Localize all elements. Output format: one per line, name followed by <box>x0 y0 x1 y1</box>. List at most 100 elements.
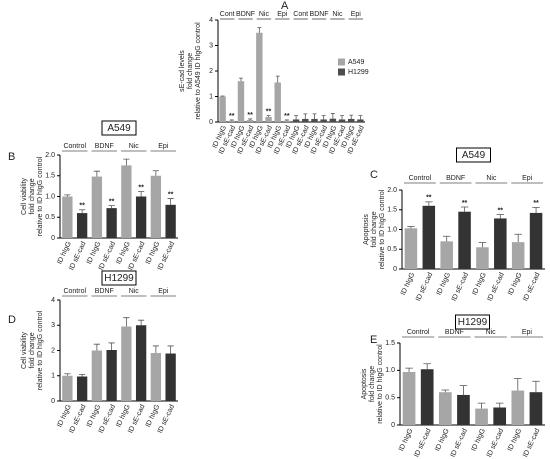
y-tick-label: 0.5 <box>385 395 395 402</box>
error-bar <box>93 343 100 351</box>
significance: ** <box>533 200 539 207</box>
group-label: Control <box>407 329 430 336</box>
error-bar <box>248 118 253 120</box>
bar <box>165 353 176 401</box>
error-bar <box>495 402 504 408</box>
error-bar <box>275 75 280 83</box>
y-axis-label: fold change <box>29 178 36 214</box>
significance: ** <box>266 108 272 115</box>
bar <box>420 369 434 425</box>
legend-swatch <box>338 68 345 76</box>
group-label: Cont <box>220 11 235 18</box>
group-label: Epi <box>351 11 362 18</box>
error-bar <box>330 113 335 119</box>
significance: ** <box>247 112 253 119</box>
x-tick-label: ID sE-cad <box>413 428 432 459</box>
y-axis-label: Cell viability <box>21 332 28 369</box>
x-tick-label: ID hIgG <box>434 428 451 453</box>
panel-letter: B <box>8 151 15 163</box>
bar <box>106 208 117 238</box>
error-bar <box>64 373 71 376</box>
y-tick-label: 0.5 <box>387 246 397 253</box>
bar <box>135 325 147 401</box>
group-label: Control <box>63 143 86 150</box>
significance: ** <box>426 195 432 202</box>
y-tick-label: 3 <box>209 42 213 49</box>
error-bar <box>257 27 262 33</box>
title-box <box>101 270 137 286</box>
error-bar <box>239 77 243 82</box>
error-bar <box>64 194 71 197</box>
title-box <box>456 147 491 163</box>
y-axis-label: fold change <box>369 366 376 402</box>
error-bar <box>220 95 225 97</box>
bar <box>121 165 132 238</box>
chart-title: H1299 <box>104 273 134 284</box>
bar <box>457 394 470 425</box>
y-tick-label: 0 <box>391 422 395 429</box>
y-tick-label: 2 <box>209 68 213 75</box>
bar <box>265 116 272 122</box>
error-bar <box>349 114 354 119</box>
x-tick-label: ID hIgG <box>471 428 488 453</box>
title-box <box>455 314 490 330</box>
y-axis-label: sE-cad levels <box>179 50 186 92</box>
bar <box>150 175 162 238</box>
bar <box>62 196 73 238</box>
x-tick-label: ID hIgG <box>400 272 417 297</box>
chart-title: A549 <box>107 123 131 134</box>
y-axis-label: Apoptosis <box>363 214 370 245</box>
group-label: BDNF <box>445 329 464 336</box>
bar <box>458 211 471 269</box>
error-bar <box>79 374 86 377</box>
y-axis-label: relative to ID hIgG control <box>377 344 384 424</box>
bar <box>302 118 309 122</box>
bar <box>475 408 488 425</box>
error-bar <box>167 198 174 205</box>
y-tick-label: 1.5 <box>45 173 55 180</box>
error-bar <box>514 233 522 243</box>
bar <box>494 218 507 269</box>
group-label: Nic <box>129 288 140 295</box>
error-bar <box>441 389 450 393</box>
bar <box>256 32 263 122</box>
group-label: Nic <box>332 11 343 18</box>
error-bar <box>477 402 486 409</box>
x-tick-label: ID sE-cad <box>450 428 469 459</box>
x-tick-label: ID sE-cad <box>522 428 541 459</box>
group-label: Control <box>409 175 432 182</box>
y-axis-label: relative to ID hIgG control <box>37 310 44 390</box>
y-tick-label: 2.0 <box>45 152 55 159</box>
y-tick-label: 4 <box>209 17 213 24</box>
error-bar <box>312 113 317 119</box>
bar <box>338 119 346 122</box>
group-label: Epi <box>277 11 288 18</box>
y-axis-label: fold change <box>29 332 36 368</box>
bar <box>529 392 543 425</box>
y-tick-label: 3 <box>51 322 55 329</box>
bar <box>402 371 416 425</box>
y-axis-label: relative to ID hIgG control <box>379 189 386 269</box>
bar <box>348 118 355 122</box>
x-tick-label: ID hIgG <box>507 272 524 297</box>
y-axis-label: Apoptosis <box>361 368 368 399</box>
group-label: BDNF <box>236 11 255 18</box>
panel-letter: C <box>370 169 378 181</box>
significance: ** <box>138 184 144 191</box>
y-axis-label: Cell viability <box>21 178 28 215</box>
bar <box>283 120 291 122</box>
x-tick-label: ID sE-cad <box>522 272 541 303</box>
significance: ** <box>462 200 468 207</box>
group-label: BDNF <box>95 143 114 150</box>
bar <box>422 205 436 269</box>
error-bar <box>93 170 100 177</box>
x-tick-label: ID hIgG <box>507 428 524 453</box>
bar <box>237 81 245 122</box>
y-tick-label: 2.0 <box>387 187 397 194</box>
group-label: BDNF <box>446 175 465 182</box>
error-bar <box>229 119 234 121</box>
y-axis-label: fold change <box>187 53 194 89</box>
y-axis-label: fold change <box>371 211 378 247</box>
error-bar <box>123 158 130 166</box>
bar <box>274 82 281 122</box>
